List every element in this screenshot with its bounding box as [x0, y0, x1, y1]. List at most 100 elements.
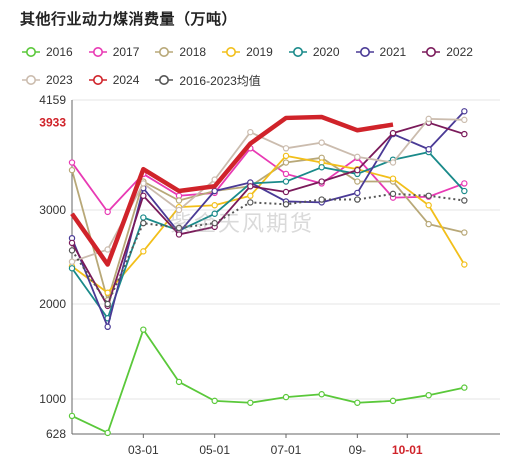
legend-label: 2019 — [246, 45, 273, 59]
data-point — [247, 183, 254, 190]
legend-item[interactable]: 2018 — [155, 42, 206, 62]
data-point — [140, 326, 147, 333]
data-point — [354, 153, 361, 161]
y-tick-label: 4159 — [39, 93, 66, 107]
data-point — [282, 152, 290, 160]
legend-label: 2022 — [446, 45, 473, 59]
data-point — [211, 397, 218, 405]
legend-item[interactable]: 2017 — [88, 42, 140, 62]
legend-item[interactable]: 2022 — [422, 42, 473, 62]
data-point — [318, 196, 325, 203]
data-point — [425, 146, 432, 153]
series-line-2022 — [71, 121, 465, 307]
legend-marker-icon — [88, 47, 107, 57]
data-point — [104, 289, 111, 296]
chart-title: 其他行业动力煤消费量（万吨） — [20, 11, 238, 28]
series-line-2016 — [71, 328, 465, 434]
data-point — [282, 159, 290, 166]
legend-marker-icon — [355, 47, 374, 57]
legend: 2016 2017 2018 2019 2020 2021 2022 2023 2024 201… — [22, 38, 512, 94]
data-point — [461, 384, 468, 391]
data-point — [140, 219, 147, 227]
data-point — [389, 159, 397, 166]
legend-label: 2017 — [112, 45, 140, 59]
data-point — [211, 210, 218, 217]
data-point — [389, 129, 397, 137]
data-point — [175, 378, 183, 386]
x-tick-label: 10-01 — [392, 443, 423, 457]
data-point — [461, 108, 468, 115]
legend-item[interactable]: 2023 — [22, 70, 73, 90]
data-point — [354, 166, 361, 174]
legend-item[interactable]: 2024 — [88, 70, 140, 90]
legend-label: 2024 — [112, 73, 140, 87]
data-point — [68, 412, 76, 420]
legend-item[interactable]: 2016-2023均值 — [155, 70, 261, 90]
data-point — [461, 180, 468, 187]
legend-marker-icon — [222, 47, 241, 57]
legend-label: 2018 — [179, 45, 207, 59]
data-point — [68, 247, 76, 254]
data-point — [175, 206, 183, 214]
y-tick-label: 1000 — [39, 392, 66, 406]
data-point — [425, 115, 432, 123]
data-point — [318, 164, 325, 171]
data-point — [68, 258, 76, 265]
data-point — [425, 392, 432, 399]
data-point — [318, 178, 325, 185]
data-point — [175, 197, 183, 204]
data-point — [211, 176, 218, 183]
legend-item[interactable]: 2016 — [22, 42, 73, 62]
y-tick-label: 3000 — [39, 203, 66, 217]
legend-label: 2023 — [46, 73, 73, 87]
data-point — [282, 178, 290, 185]
data-point — [461, 130, 468, 138]
data-point — [461, 116, 468, 124]
data-point — [461, 197, 468, 204]
data-point — [68, 159, 76, 166]
legend-label: 2020 — [312, 45, 340, 59]
legend-marker-icon — [22, 75, 40, 85]
series-line-2016-2023均值 — [71, 192, 465, 305]
data-point — [104, 300, 111, 308]
data-point — [354, 189, 361, 197]
data-point — [175, 224, 183, 232]
data-point — [104, 246, 111, 253]
data-point — [354, 399, 361, 406]
series-line-2019 — [71, 155, 466, 294]
data-point — [425, 202, 432, 209]
series-line-2018 — [71, 156, 465, 302]
data-point — [247, 128, 254, 136]
legend-marker-icon — [88, 75, 107, 85]
x-tick-label: 03-01 — [128, 443, 159, 457]
legend-item[interactable]: 2020 — [288, 42, 340, 62]
watermark: 紫金天风期货 — [170, 211, 315, 236]
series-line-2023 — [71, 117, 465, 263]
legend-item[interactable]: 2019 — [222, 42, 273, 62]
data-point — [354, 178, 361, 185]
legend-marker-icon — [22, 47, 40, 57]
legend-marker-icon — [288, 47, 307, 57]
data-point — [425, 220, 432, 228]
data-point — [282, 201, 290, 208]
data-point — [104, 429, 111, 437]
data-point — [425, 192, 432, 199]
data-point — [140, 180, 147, 187]
data-point — [104, 208, 111, 216]
series-line-2024 — [70, 114, 394, 267]
data-point — [282, 145, 290, 152]
data-point — [282, 170, 290, 178]
legend-label: 2016-2023均值 — [179, 73, 261, 88]
data-point — [140, 248, 147, 255]
data-point — [68, 166, 76, 174]
data-point — [389, 175, 397, 182]
data-point — [318, 139, 325, 146]
data-point — [211, 219, 218, 227]
highlight-y-box — [26, 112, 68, 131]
data-point — [68, 239, 76, 247]
x-tick-label: 05-01 — [199, 443, 230, 457]
legend-item[interactable]: 2021 — [355, 42, 406, 62]
legend-label: 2016 — [46, 45, 73, 59]
legend-marker-icon — [155, 47, 174, 57]
